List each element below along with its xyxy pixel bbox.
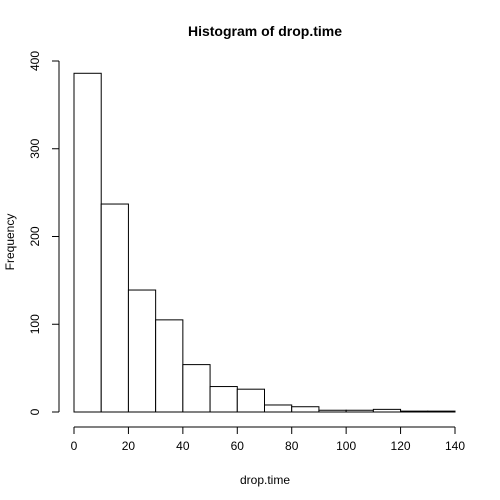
x-tick-label-0: 0 [71,439,78,453]
x-tick-label-140: 140 [445,439,465,453]
bar-70-80 [264,404,293,413]
x-tick-label-20: 20 [122,439,136,453]
x-axis: 0 20 40 60 80 100 120 140 [71,426,465,453]
bars-group [73,72,456,413]
y-tick-label-0: 0 [28,408,42,415]
bar-30-40 [155,319,184,413]
y-tick-label-300: 300 [28,138,42,158]
y-axis: 0 100 200 300 400 [28,51,60,415]
y-axis-label: Frequency [3,214,17,271]
bar-90-100 [318,409,347,413]
x-tick-label-40: 40 [176,439,190,453]
bar-120-130 [400,410,429,413]
y-tick-label-400: 400 [28,51,42,71]
bar-40-50 [182,364,211,413]
bar-50-60 [209,386,238,413]
bar-130-140 [427,410,456,413]
bar-100-110 [345,409,374,413]
bar-10-20 [100,203,129,413]
bar-0-10 [73,72,102,413]
x-tick-label-100: 100 [336,439,356,453]
bar-110-120 [372,408,402,413]
y-tick-label-200: 200 [28,226,42,246]
x-axis-label: drop.time [240,473,290,487]
chart-title: Histogram of drop.time [188,23,342,39]
bar-20-30 [127,289,157,413]
y-tick-label-100: 100 [28,314,42,334]
x-tick-label-120: 120 [391,439,411,453]
x-tick-label-60: 60 [231,439,245,453]
bar-60-70 [236,388,266,413]
bar-80-90 [291,406,320,413]
x-tick-label-80: 80 [285,439,299,453]
